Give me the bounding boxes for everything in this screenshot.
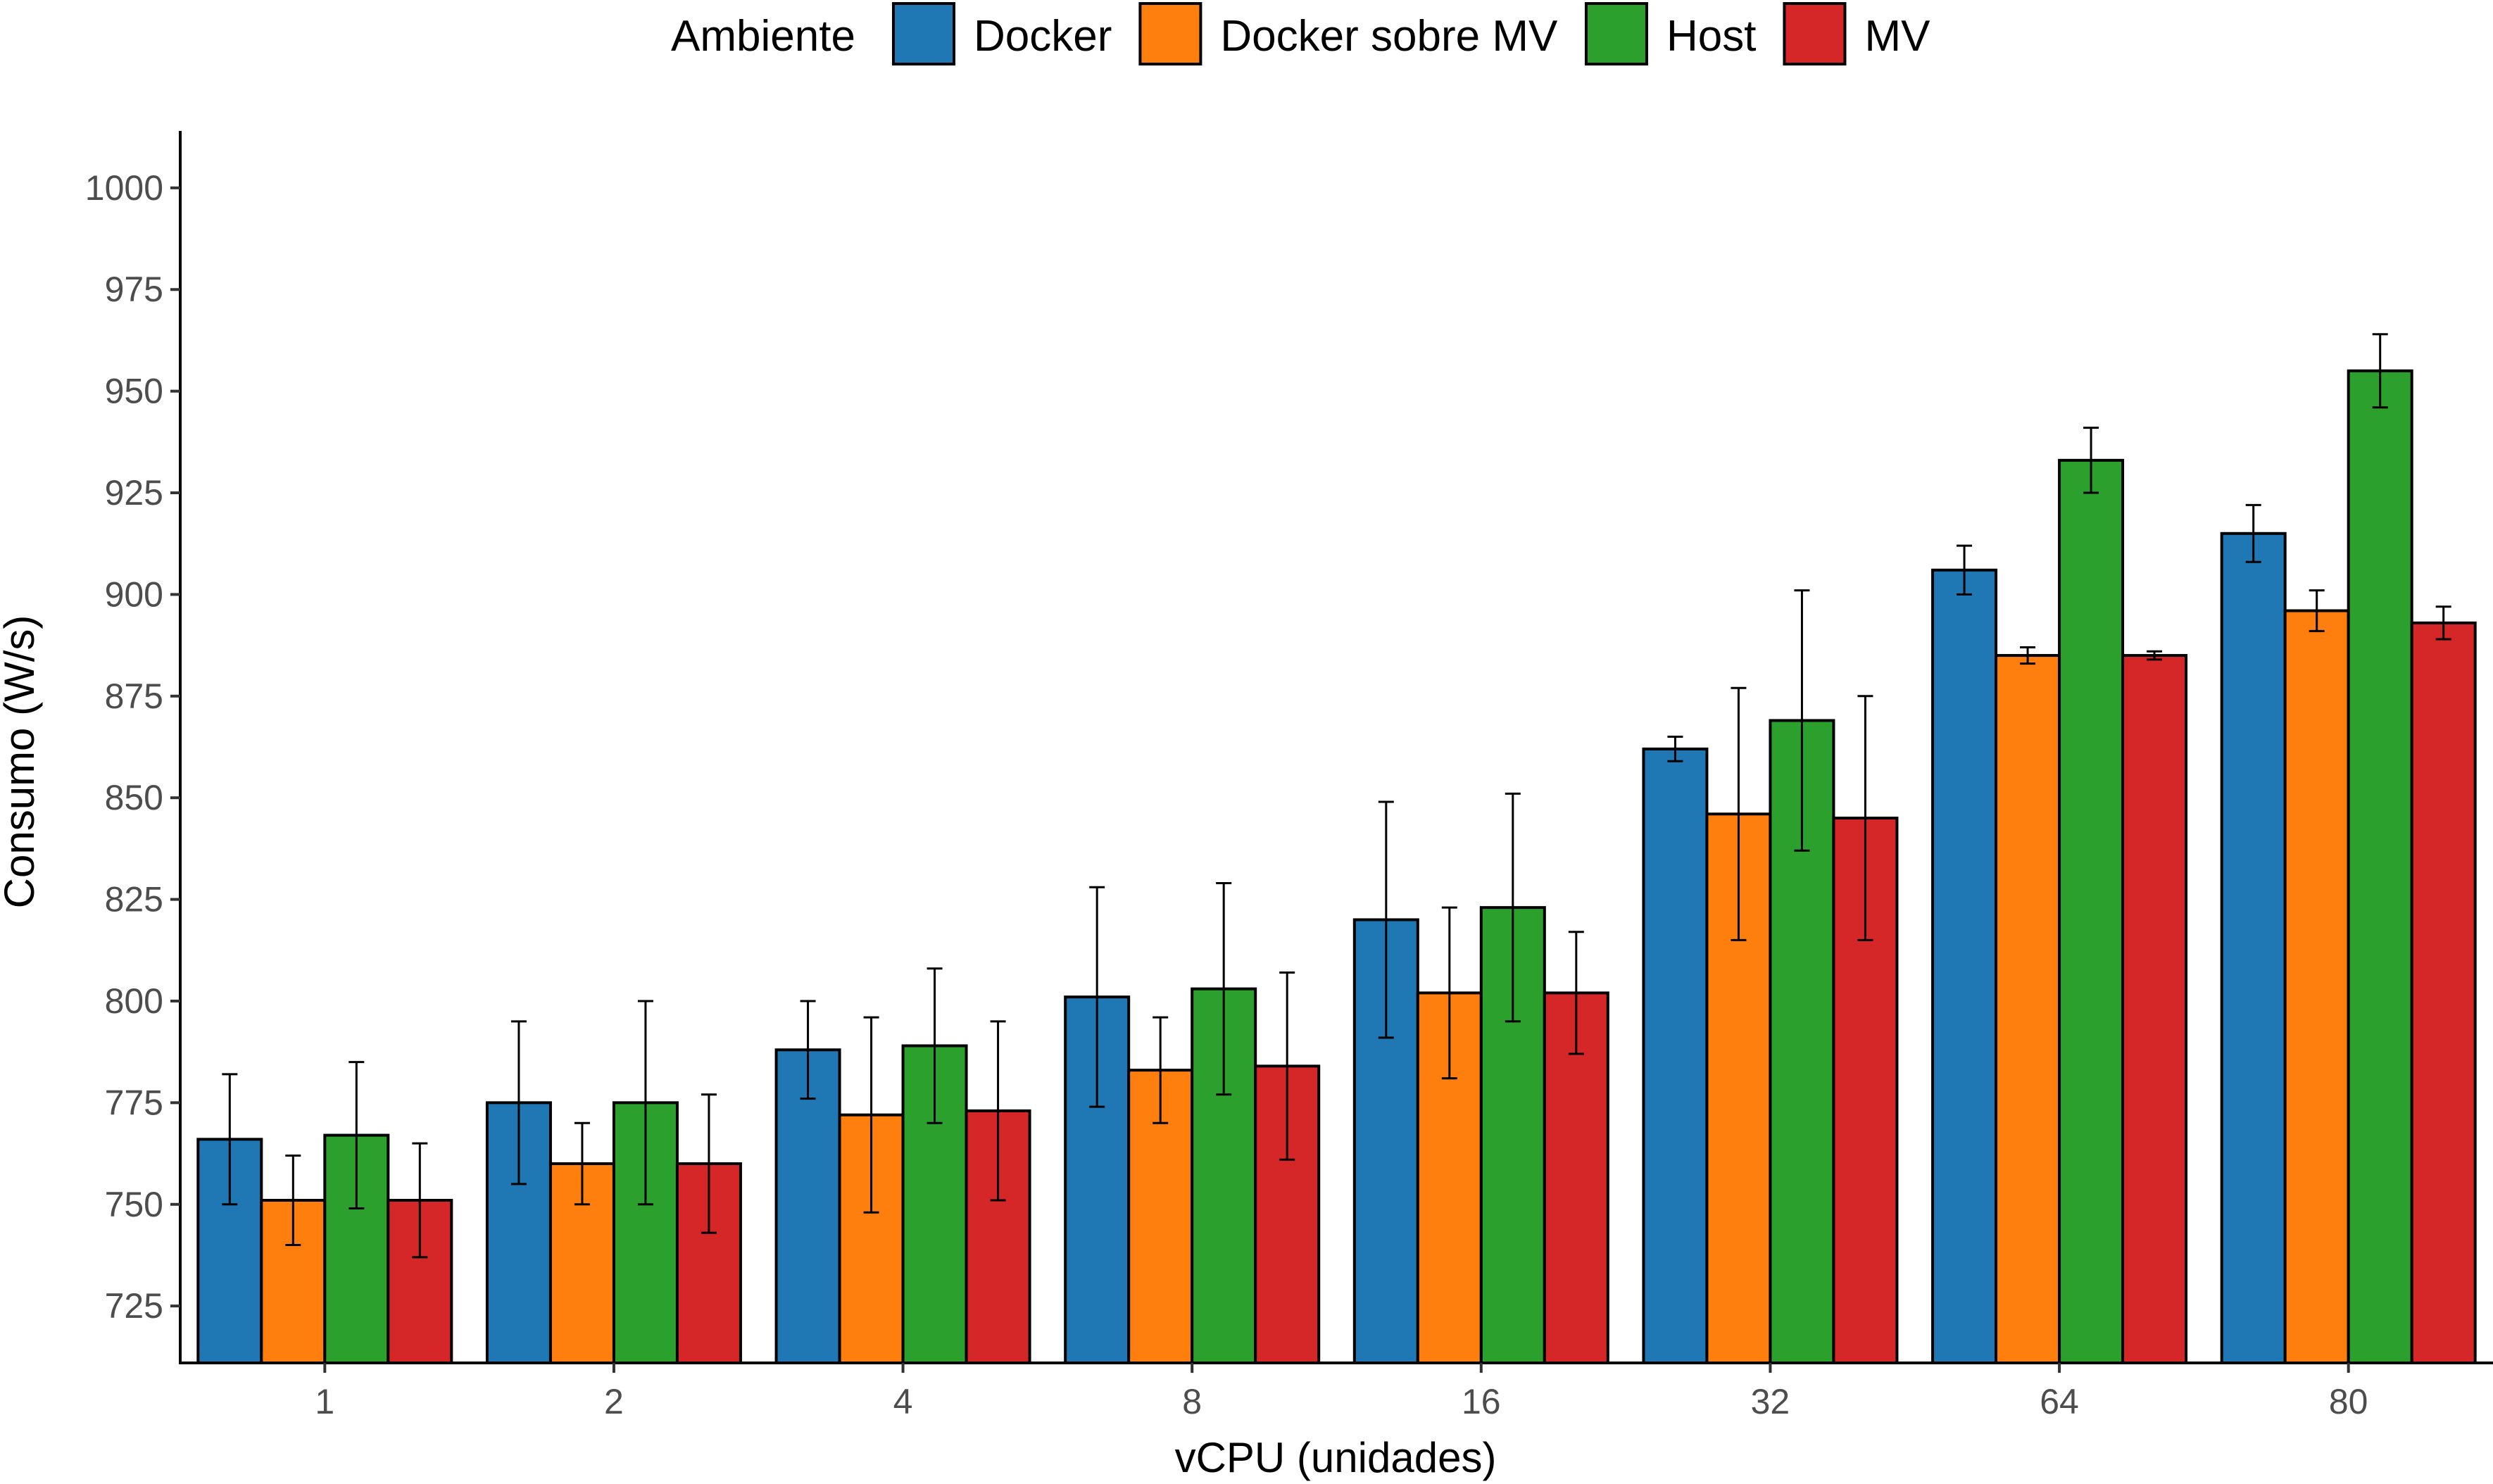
bar-docker-80 xyxy=(2220,532,2287,1364)
y-tick-label-775: 775 xyxy=(105,1083,163,1122)
errorbar-mv-1 xyxy=(412,1142,428,1259)
errorbar-host-1 xyxy=(348,1061,365,1210)
x-tick-label-8: 8 xyxy=(1182,1382,1202,1421)
errorbar-docker-sobre-mv-80 xyxy=(2309,589,2325,632)
legend-swatch xyxy=(1584,2,1648,65)
legend-label: Host xyxy=(1666,12,1756,61)
legend-item-host: Host xyxy=(1584,2,1756,65)
errorbar-host-80 xyxy=(2372,333,2388,409)
errorbar-mv-64 xyxy=(2147,650,2163,661)
legend-items: Docker Docker sobre MV Host MV xyxy=(892,2,1930,65)
errorbar-docker-sobre-mv-2 xyxy=(574,1121,590,1206)
errorbar-host-4 xyxy=(927,967,943,1124)
errorbar-docker-sobre-mv-1 xyxy=(285,1154,301,1247)
legend-title: Ambiente xyxy=(671,12,855,61)
errorbar-host-16 xyxy=(1505,792,1521,1023)
errorbar-mv-4 xyxy=(990,1020,1006,1202)
x-tick-label-2: 2 xyxy=(604,1382,624,1421)
errorbar-docker-sobre-mv-32 xyxy=(1731,686,1747,941)
x-tick-label-64: 64 xyxy=(2040,1382,2079,1421)
bar-docker-64 xyxy=(1931,568,1998,1365)
y-tick-label-875: 875 xyxy=(105,677,163,716)
legend-item-mv: MV xyxy=(1783,2,1930,65)
error-bars xyxy=(222,333,2451,1259)
errorbar-mv-16 xyxy=(1568,931,1584,1055)
errorbar-host-32 xyxy=(1794,589,1810,852)
legend: Ambiente Docker Docker sobre MV Host MV xyxy=(671,2,1930,65)
y-tick-label-800: 800 xyxy=(105,981,163,1021)
bar-host-64 xyxy=(2058,458,2125,1364)
bar-mv-64 xyxy=(2121,654,2188,1364)
errorbar-docker-4 xyxy=(800,1000,816,1100)
y-tick-label-750: 750 xyxy=(105,1185,163,1224)
errorbar-docker-64 xyxy=(1957,544,1973,596)
errorbar-docker-sobre-mv-16 xyxy=(1441,906,1457,1080)
y-tick-label-1000: 1000 xyxy=(85,168,163,208)
x-axis-title: vCPU (unidades) xyxy=(1175,1434,1497,1481)
errorbar-docker-sobre-mv-64 xyxy=(2020,646,2036,665)
errorbar-docker-2 xyxy=(510,1020,527,1186)
bar-host-80 xyxy=(2347,369,2413,1365)
errorbar-docker-32 xyxy=(1667,736,1683,762)
legend-label: Docker xyxy=(974,12,1112,61)
errorbar-docker-sobre-mv-4 xyxy=(863,1016,879,1214)
bar-docker-sobre-mv-80 xyxy=(2283,609,2350,1364)
errorbar-docker-8 xyxy=(1089,886,1105,1108)
errorbar-mv-8 xyxy=(1279,971,1295,1161)
errorbar-docker-1 xyxy=(222,1073,238,1206)
legend-item-docker-sobre-mv: Docker sobre MV xyxy=(1138,2,1558,65)
x-tick-label-4: 4 xyxy=(893,1382,913,1421)
errorbar-docker-sobre-mv-8 xyxy=(1153,1016,1169,1124)
y-tick-label-950: 950 xyxy=(105,372,163,411)
y-tick-label-825: 825 xyxy=(105,880,163,919)
x-tick-label-80: 80 xyxy=(2329,1382,2368,1421)
y-tick-label-925: 925 xyxy=(105,473,163,513)
errorbar-host-8 xyxy=(1216,881,1232,1096)
x-tick-label-1: 1 xyxy=(315,1382,334,1421)
legend-label: MV xyxy=(1864,12,1930,61)
y-tick-label-725: 725 xyxy=(105,1286,163,1326)
errorbar-mv-80 xyxy=(2435,605,2451,641)
bars xyxy=(196,369,2477,1365)
bar-docker-16 xyxy=(1352,918,1419,1364)
errorbar-mv-2 xyxy=(701,1093,717,1234)
bar-mv-1 xyxy=(387,1198,453,1365)
errorbar-host-64 xyxy=(2083,427,2099,494)
legend-swatch xyxy=(892,2,955,65)
bar-docker-sobre-mv-64 xyxy=(1995,654,2061,1364)
errorbar-mv-32 xyxy=(1857,695,1873,941)
legend-label: Docker sobre MV xyxy=(1220,12,1558,61)
x-tick-label-32: 32 xyxy=(1751,1382,1790,1421)
y-axis-title: Consumo (W/s) xyxy=(0,615,43,909)
legend-swatch xyxy=(1783,2,1847,65)
y-tick-label-900: 900 xyxy=(105,574,163,614)
x-tick-label-16: 16 xyxy=(1462,1382,1501,1421)
errorbar-host-2 xyxy=(637,1000,653,1206)
errorbar-docker-80 xyxy=(2245,503,2261,563)
y-tick-label-850: 850 xyxy=(105,778,163,817)
bar-docker-32 xyxy=(1642,747,1709,1364)
legend-item-docker: Docker xyxy=(892,2,1112,65)
bar-mv-80 xyxy=(2410,621,2477,1365)
y-tick-label-975: 975 xyxy=(105,270,163,309)
plot-area xyxy=(196,333,2477,1365)
x-axis: 1 2 4 8 16 32 64 80 xyxy=(179,1362,2493,1421)
legend-swatch xyxy=(1138,2,1202,65)
errorbar-docker-16 xyxy=(1378,800,1394,1039)
y-axis: 725 750 775 800 825 850 875 900 925 950 975 1000 xyxy=(85,131,182,1364)
